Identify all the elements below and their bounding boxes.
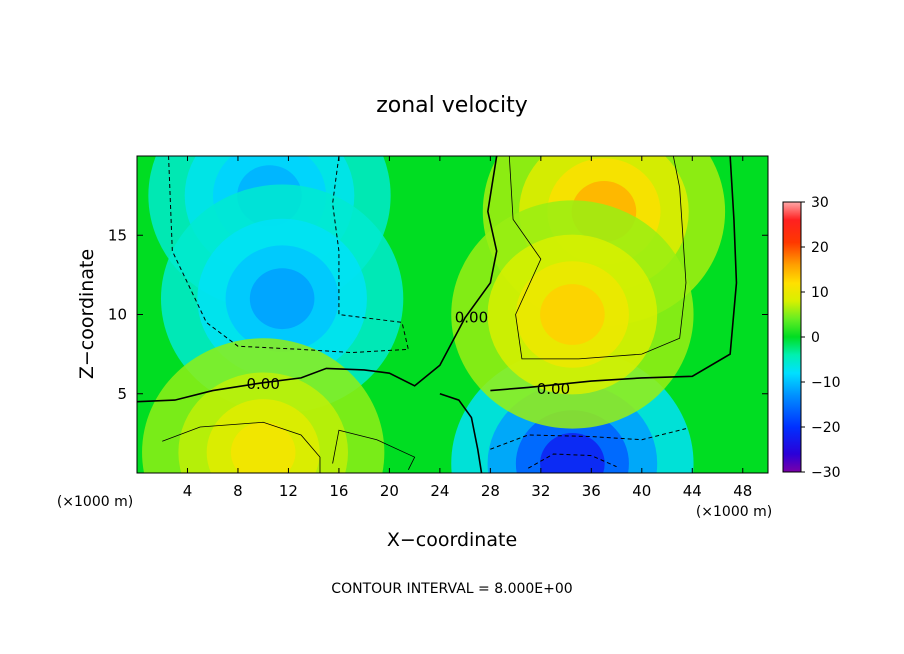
colorbar-tick-label: 20 bbox=[811, 240, 829, 256]
y-tick-label: 5 bbox=[117, 385, 127, 403]
colorbar-tick-label: −30 bbox=[811, 465, 841, 481]
velocity-blob bbox=[540, 284, 605, 345]
colorbar-gradient bbox=[782, 201, 802, 473]
y-tick-label: 15 bbox=[108, 226, 127, 244]
y-tick-label: 10 bbox=[108, 306, 127, 324]
positive-contour bbox=[508, 156, 687, 360]
colorbar-tick-label: 10 bbox=[811, 285, 829, 301]
negative-contour bbox=[490, 428, 687, 450]
zero-contour bbox=[439, 392, 483, 473]
y-axis-label: Z−coordinate bbox=[76, 249, 98, 379]
x-tick-label: 8 bbox=[233, 482, 243, 500]
x-tick-label: 12 bbox=[279, 482, 298, 500]
zero-contour bbox=[137, 156, 498, 403]
velocity-field bbox=[142, 156, 726, 473]
contour-labels: 0.00 0.00 0.00 bbox=[246, 309, 570, 398]
colorbar-tick-label: 30 bbox=[811, 195, 829, 211]
x-axis: 4 8 12 16 20 24 28 32 36 40 44 48 bbox=[183, 156, 752, 500]
x-tick-label: 32 bbox=[531, 482, 550, 500]
x-axis-label: X−coordinate bbox=[387, 529, 517, 551]
positive-contour bbox=[162, 421, 321, 473]
positive-contour bbox=[332, 429, 416, 471]
colorbar: 30 20 10 0 −10 −20 −30 bbox=[782, 195, 841, 481]
x-tick-label: 48 bbox=[733, 482, 752, 500]
contour-interval-footer: CONTOUR INTERVAL = 8.000E+00 bbox=[331, 581, 572, 597]
colorbar-tick-label: 0 bbox=[811, 330, 820, 346]
x-tick-label: 36 bbox=[582, 482, 601, 500]
contour-label: 0.00 bbox=[537, 380, 570, 398]
x-tick-label: 44 bbox=[683, 482, 702, 500]
contour-label: 0.00 bbox=[455, 309, 488, 327]
x-tick-label: 28 bbox=[481, 482, 500, 500]
y-axis: 5 10 15 bbox=[108, 226, 768, 403]
x-tick-label: 40 bbox=[632, 482, 651, 500]
x-tick-label: 16 bbox=[329, 482, 348, 500]
negative-contour bbox=[527, 453, 617, 469]
velocity-blob bbox=[540, 433, 605, 473]
x-tick-label: 4 bbox=[183, 482, 193, 500]
x-tick-label: 24 bbox=[430, 482, 449, 500]
zero-contour bbox=[490, 156, 738, 392]
velocity-blob bbox=[249, 268, 315, 330]
x-unit-right: (×1000 m) bbox=[696, 504, 772, 520]
contour-lines bbox=[137, 156, 738, 473]
contour-label: 0.00 bbox=[246, 375, 279, 393]
x-tick-label: 20 bbox=[380, 482, 399, 500]
colorbar-tick-label: −10 bbox=[811, 375, 841, 391]
negative-contour bbox=[168, 156, 409, 354]
colorbar-tick-label: −20 bbox=[811, 420, 841, 436]
velocity-blob bbox=[230, 421, 296, 473]
x-unit-left: (×1000 m) bbox=[57, 494, 133, 510]
chart-title: zonal velocity bbox=[376, 93, 528, 118]
